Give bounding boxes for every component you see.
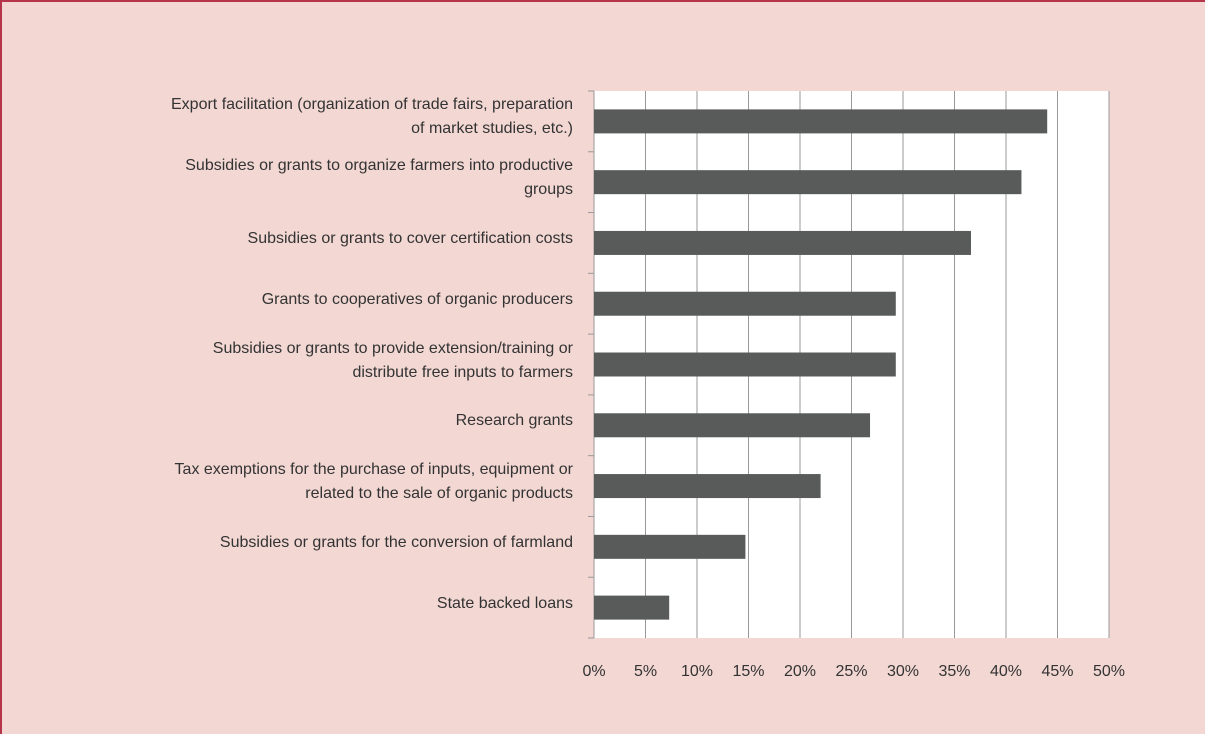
x-tick-label: 40%	[990, 663, 1022, 680]
bar	[594, 474, 821, 499]
bar	[594, 352, 896, 377]
x-tick-label: 20%	[784, 663, 816, 680]
y-tick-label: Subsidies or grants to cover certificati…	[247, 229, 573, 247]
x-tick-label: 5%	[634, 663, 657, 680]
x-tick-label: 45%	[1041, 663, 1073, 680]
x-tick-label: 50%	[1093, 663, 1125, 680]
y-tick-label: Grants to cooperatives of organic produc…	[261, 290, 573, 308]
y-tick-label: Tax exemptions for the purchase of input…	[174, 461, 573, 503]
bar	[594, 170, 1022, 195]
bar	[594, 534, 746, 559]
bar	[594, 595, 670, 620]
bar	[594, 291, 896, 316]
y-tick-label: Subsidies or grants for the conversion o…	[219, 533, 573, 551]
x-tick-label: 25%	[835, 663, 867, 680]
bar	[594, 109, 1048, 134]
x-tick-label: 35%	[938, 663, 970, 680]
x-tick-label: 30%	[887, 663, 919, 680]
x-tick-label: 10%	[681, 663, 713, 680]
x-tick-label: 15%	[732, 663, 764, 680]
y-tick-label: Research grants	[455, 412, 573, 430]
bar	[594, 230, 971, 255]
bar	[594, 413, 871, 438]
x-tick-label: 0%	[582, 663, 605, 680]
y-tick-label: Subsidies or grants to organize farmers …	[185, 157, 573, 199]
y-tick-label: Subsidies or grants to provide extension…	[212, 339, 573, 381]
y-tick-label: Export facilitation (organization of tra…	[171, 96, 573, 138]
y-tick-label: State backed loans	[436, 594, 573, 612]
